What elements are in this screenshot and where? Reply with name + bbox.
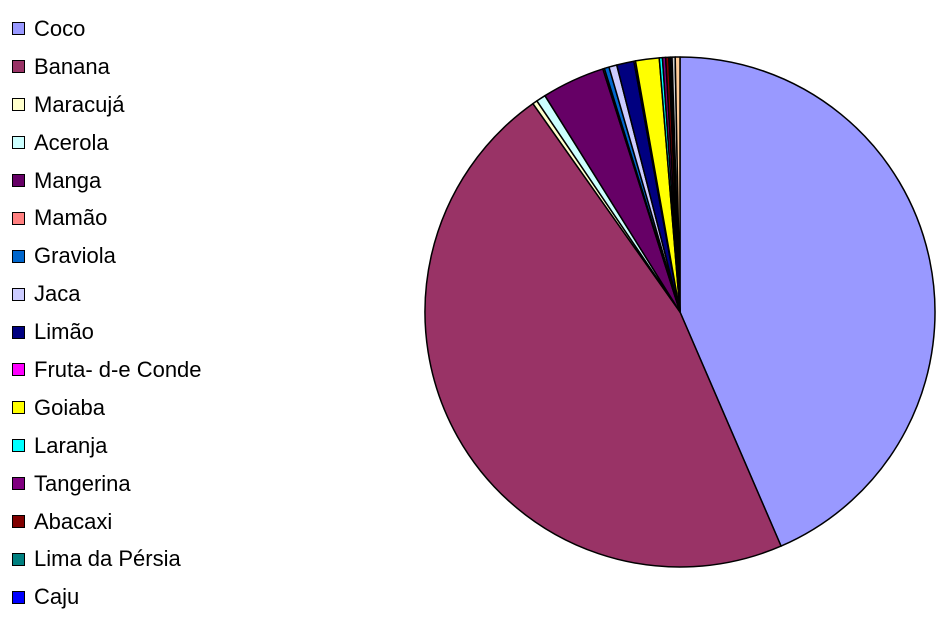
legend-label: Abacaxi	[34, 508, 113, 534]
legend-label: Limão	[34, 319, 94, 345]
legend-item: Fruta- d-e Conde	[12, 351, 202, 389]
legend-label: Caju	[34, 584, 80, 610]
legend-label: Coco	[34, 15, 86, 41]
legend-item: Acerola	[12, 124, 202, 162]
pie-slice	[674, 56, 681, 313]
legend-swatch	[12, 22, 25, 36]
legend-label: Lima da Pérsia	[34, 546, 181, 572]
legend-label: Acerola	[34, 129, 109, 155]
legend-item: Goiaba	[12, 389, 202, 427]
legend-swatch	[12, 590, 25, 604]
legend-swatch	[12, 325, 25, 339]
legend-label: Mamão	[34, 205, 108, 231]
legend-swatch	[12, 211, 25, 225]
legend-swatch	[12, 136, 25, 150]
legend-item: Lima da Pérsia	[12, 540, 202, 578]
legend-label: Banana	[34, 53, 110, 79]
legend-item: Banana	[12, 48, 202, 86]
legend-item: Manga	[12, 162, 202, 200]
legend-swatch	[12, 174, 25, 187]
legend-swatch	[12, 401, 25, 415]
legend-label: Maracujá	[34, 91, 125, 117]
legend-swatch	[12, 60, 25, 74]
legend-item: Abacaxi	[12, 503, 202, 541]
legend-label: Tangerina	[34, 470, 131, 496]
legend-swatch	[12, 552, 25, 566]
legend-item: Limão	[12, 313, 202, 351]
legend-item: Mamão	[12, 199, 202, 237]
legend-label: Jaca	[34, 281, 81, 307]
legend-swatch	[12, 439, 25, 453]
legend-label: Graviola	[34, 243, 116, 269]
legend-swatch	[12, 363, 25, 377]
legend-swatch	[12, 515, 25, 529]
legend-label: Fruta- d-e Conde	[34, 356, 202, 382]
legend-swatch	[12, 249, 25, 263]
legend-label: Manga	[34, 167, 102, 193]
legend-item: Laranja	[12, 427, 202, 465]
legend-swatch	[12, 477, 25, 491]
pie-slice	[424, 102, 782, 568]
legend-label: Laranja	[34, 432, 108, 458]
legend-swatch	[12, 287, 25, 301]
legend-swatch	[12, 98, 25, 112]
legend-item: Caju	[12, 578, 202, 616]
legend-item: Jaca	[12, 275, 202, 313]
legend-item: Graviola	[12, 237, 202, 275]
legend-item: Coco	[12, 10, 202, 48]
legend-item: Maracujá	[12, 86, 202, 124]
chart-legend: Coco Banana Maracujá Acerola Manga Mamão Gravi…	[12, 10, 202, 616]
pie-slice	[679, 56, 936, 547]
legend-item: Tangerina	[12, 465, 202, 503]
legend-label: Goiaba	[34, 394, 105, 420]
